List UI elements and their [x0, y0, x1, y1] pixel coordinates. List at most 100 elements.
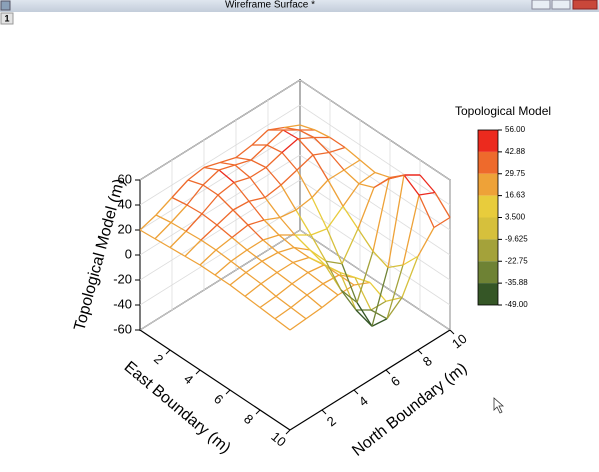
mesh-line [356, 302, 373, 327]
x-tick-label: 6 [211, 391, 226, 407]
mesh-line [322, 283, 339, 296]
close-button[interactable] [572, 0, 598, 10]
mesh-line [263, 219, 280, 236]
mesh-line [342, 183, 360, 207]
mesh-line [292, 261, 309, 274]
mesh-line [306, 294, 323, 308]
mesh-line [244, 295, 261, 309]
grid-line [299, 129, 451, 231]
mesh-line [282, 129, 299, 140]
mesh-line [371, 318, 388, 327]
mesh-line [292, 256, 310, 264]
mesh-line [339, 271, 356, 279]
colorbar-band [478, 130, 498, 152]
colorbar-band [478, 173, 498, 196]
mesh-line [235, 144, 253, 159]
mesh-line [186, 184, 204, 206]
mesh-line [322, 274, 340, 285]
mesh-line [298, 129, 315, 139]
mesh-line [187, 179, 204, 186]
mesh-line [358, 171, 376, 185]
mesh-line [280, 169, 298, 186]
mesh-line [217, 194, 234, 211]
mesh-line [321, 294, 339, 309]
mesh-line [251, 129, 269, 146]
mesh-line [342, 205, 359, 230]
mesh-line [185, 213, 203, 232]
mesh-line [216, 209, 234, 226]
mesh-line [264, 184, 282, 199]
mesh-line [418, 194, 435, 228]
mesh-line [403, 174, 420, 196]
mesh-line [230, 260, 247, 274]
mesh-line [203, 161, 221, 169]
title-bar [0, 0, 599, 12]
grid-line [299, 229, 451, 331]
mesh-line [200, 224, 218, 241]
mesh-line [169, 230, 187, 248]
mesh-line [281, 152, 298, 171]
mesh-line [306, 283, 324, 296]
y-tick [321, 409, 327, 415]
minimize-button[interactable] [531, 0, 551, 10]
mesh-line [289, 318, 307, 331]
colorbar-label: -35.88 [505, 278, 528, 287]
mesh-line [139, 229, 156, 240]
window-icon[interactable] [0, 0, 11, 11]
mesh-line [290, 294, 308, 309]
mesh-line [314, 129, 331, 139]
mesh-line [232, 209, 249, 226]
colorbar-label: 42.88 [505, 147, 526, 156]
mesh-line [339, 272, 357, 311]
mesh-line [171, 196, 188, 206]
mesh-line [283, 126, 300, 131]
y-tick-label: 10 [449, 331, 470, 352]
mesh-line [291, 283, 308, 296]
mesh-line [201, 194, 219, 215]
mesh-line [311, 179, 329, 198]
grid-line [299, 154, 451, 256]
grid-line [299, 204, 451, 306]
mesh-line [355, 309, 373, 327]
mesh-line [229, 271, 247, 286]
maximize-button[interactable] [551, 0, 571, 10]
mesh-line [214, 260, 232, 276]
mesh-line [325, 260, 342, 291]
mesh-line [215, 249, 232, 262]
mesh-line [307, 271, 324, 285]
mesh-line [279, 209, 297, 219]
mesh-line [276, 271, 293, 285]
mesh-line [402, 194, 420, 266]
mesh-line [231, 237, 248, 251]
mesh-line [250, 144, 268, 161]
mesh-line [247, 224, 264, 241]
colorbar-label: 3.500 [505, 213, 526, 222]
mesh-line [307, 264, 325, 274]
mesh-line [290, 306, 307, 320]
mesh-line [344, 147, 361, 161]
mesh-line [310, 228, 328, 236]
mesh-line [218, 169, 235, 183]
colorbar-band [478, 217, 498, 240]
mesh-line [311, 197, 328, 230]
layer-tab[interactable] [0, 12, 14, 25]
mesh-line [353, 281, 371, 286]
mesh-line [341, 263, 358, 303]
mesh-line [203, 166, 220, 171]
mesh-line [274, 306, 292, 320]
mesh-line [341, 228, 359, 265]
mesh-line [234, 164, 251, 178]
mesh-line [374, 171, 391, 179]
mesh-line [200, 239, 217, 251]
z-tick-label: 60 [118, 171, 132, 186]
mesh-line [246, 239, 264, 251]
mesh-line [369, 282, 387, 302]
y-tick-label: 8 [420, 353, 435, 369]
mesh-line [187, 166, 205, 181]
mesh-line [199, 264, 216, 276]
mesh-line [249, 177, 266, 198]
z-tick-label: -60 [113, 321, 132, 336]
mesh-line [267, 126, 285, 131]
